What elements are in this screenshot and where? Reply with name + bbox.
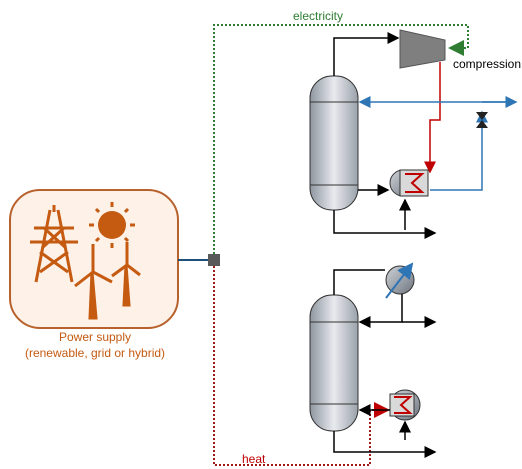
pylon-icon (30, 205, 78, 283)
junction (208, 254, 220, 266)
compressed-vapor-line (424, 62, 441, 174)
electricity-line (213, 24, 469, 254)
wind-turbines (74, 242, 141, 320)
bottoms-product (333, 210, 437, 239)
heat-line (213, 266, 390, 466)
power-supply-title: Power supply (59, 330, 131, 344)
top-column (309, 75, 359, 211)
bottoms-product (333, 431, 437, 458)
sun-icon (89, 202, 135, 248)
condenser-arrow (385, 262, 414, 299)
electricity-label: electricity (293, 9, 343, 23)
condensate-line (430, 110, 488, 191)
compression-label: compression (453, 57, 521, 71)
overhead-line (333, 269, 385, 295)
compressor (399, 29, 446, 69)
reflux-line (358, 294, 403, 328)
valve (476, 112, 488, 128)
bottom-column (309, 294, 359, 432)
power-supply-subtitle: (renewable, grid or hybrid) (25, 346, 165, 360)
vapor-line (333, 32, 400, 76)
heater-symbol (405, 173, 425, 193)
heater-symbol (394, 396, 413, 414)
heat-label: heat (242, 452, 266, 466)
